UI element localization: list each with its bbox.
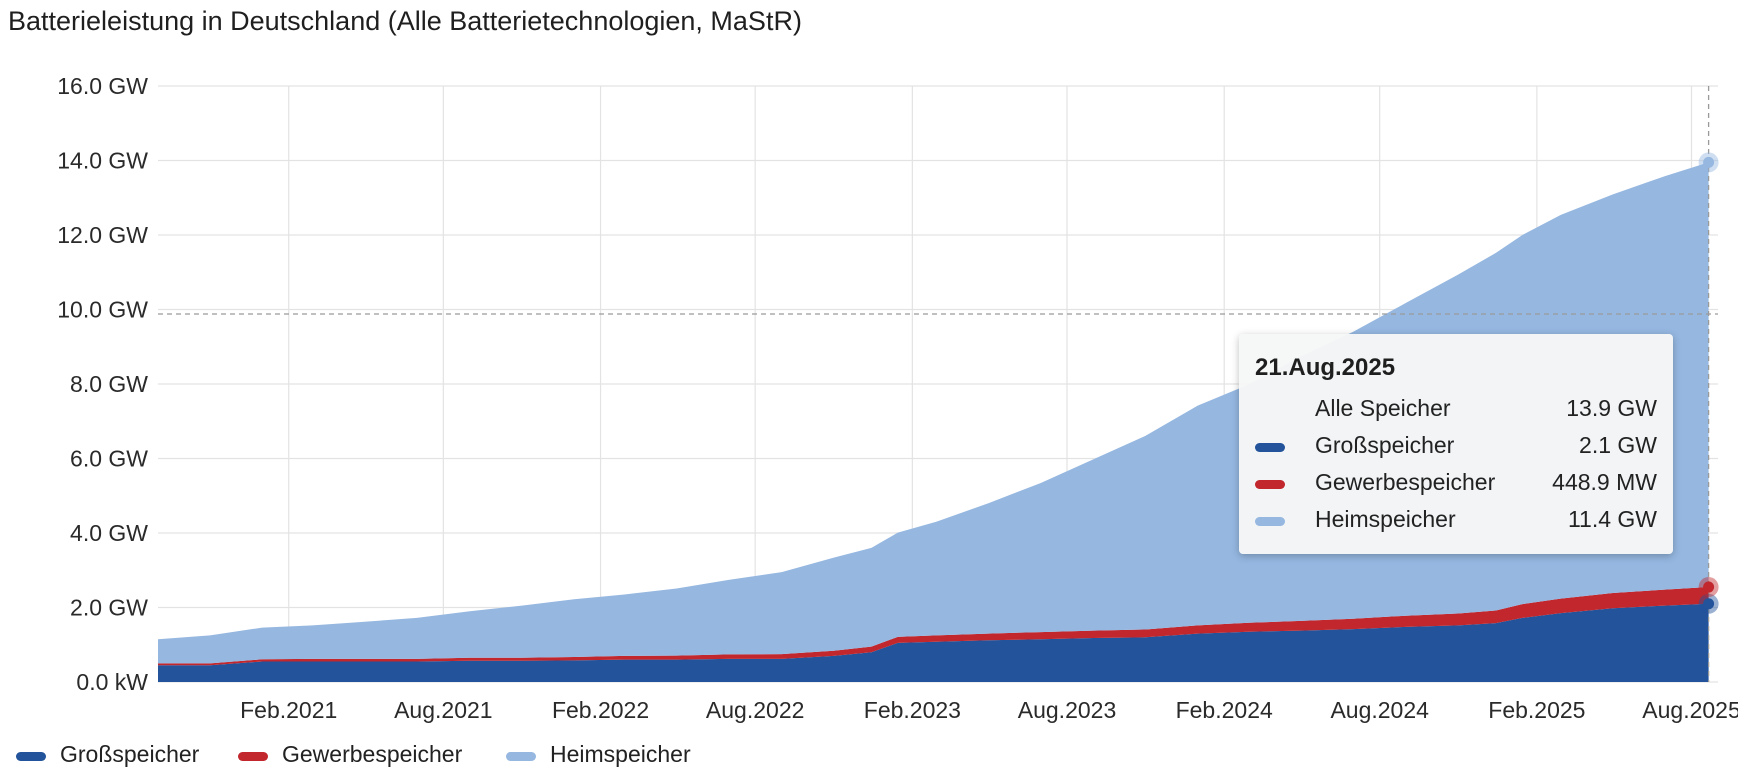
x-tick-label: Feb.2021 [240,697,337,723]
tooltip-value: 2.1 GW [1579,432,1657,458]
tooltip-date: 21.Aug.2025 [1255,354,1396,381]
x-tick-label: Aug.2023 [1018,697,1116,723]
area-gross [158,603,1709,682]
legend-swatch [238,752,268,761]
hover-layer [158,86,1719,682]
y-tick-label: 2.0 GW [70,595,148,621]
tooltip-label: Heimspeicher [1315,506,1456,532]
area-gewerbe [158,587,1709,666]
tooltip-row-heim: Heimspeicher 11.4 GW [1255,505,1657,535]
x-tick-label: Feb.2023 [864,697,961,723]
y-tick-label: 10.0 GW [57,297,148,323]
tooltip-swatch-gewerbe [1255,480,1285,489]
legend-label: Gewerbespeicher [282,741,463,767]
y-tick-label: 12.0 GW [57,222,148,248]
x-tick-label: Aug.2022 [706,697,804,723]
tooltip-label: Alle Speicher [1315,395,1451,421]
tooltip-row-gewerbe: Gewerbespeicher 448.9 MW [1255,468,1657,498]
y-tick-label: 0.0 kW [76,669,148,695]
tooltip-value: 448.9 MW [1552,469,1657,495]
tooltip-row-gross: Großspeicher 2.1 GW [1255,431,1657,461]
tooltip-label: Großspeicher [1315,432,1455,458]
tooltip-swatch-heim [1255,517,1285,526]
hover-point-gewerbe [1703,581,1715,593]
x-tick-label: Aug.2024 [1330,697,1429,723]
y-axis: 0.0 kW 2.0 GW 4.0 GW 6.0 GW 8.0 GW 10.0 GW 12.… [57,73,148,695]
x-tick-label: Feb.2024 [1176,697,1273,723]
y-tick-label: 4.0 GW [70,520,148,546]
x-tick-label: Aug.2025 [1642,697,1738,723]
legend-swatch [16,752,46,761]
x-tick-label: Aug.2021 [394,697,492,723]
legend-swatch [506,752,536,761]
tooltip-row-total: Alle Speicher 13.9 GW [1255,394,1657,424]
y-tick-label: 8.0 GW [70,371,148,397]
tooltip-value: 11.4 GW [1567,506,1657,532]
y-tick-label: 14.0 GW [57,148,148,174]
tooltip-label: Gewerbespeicher [1315,469,1496,495]
tooltip: 21.Aug.2025 Alle Speicher 13.9 GW Großsp… [1239,334,1673,554]
chart-title: Batterieleistung in Deutschland (Alle Ba… [8,6,802,36]
legend-label: Großspeicher [60,741,200,767]
tooltip-value: 13.9 GW [1566,395,1657,421]
tooltip-swatch-gross [1255,443,1285,452]
hover-point-gross [1703,598,1715,610]
y-tick-label: 6.0 GW [70,446,148,472]
x-tick-label: Feb.2022 [552,697,649,723]
x-axis: Feb.2021 Aug.2021 Feb.2022 Aug.2022 Feb.2023… [240,697,1738,723]
legend-label: Heimspeicher [550,741,691,767]
y-tick-label: 16.0 GW [57,73,148,99]
x-tick-label: Feb.2025 [1488,697,1585,723]
hover-point-heim [1703,156,1715,168]
